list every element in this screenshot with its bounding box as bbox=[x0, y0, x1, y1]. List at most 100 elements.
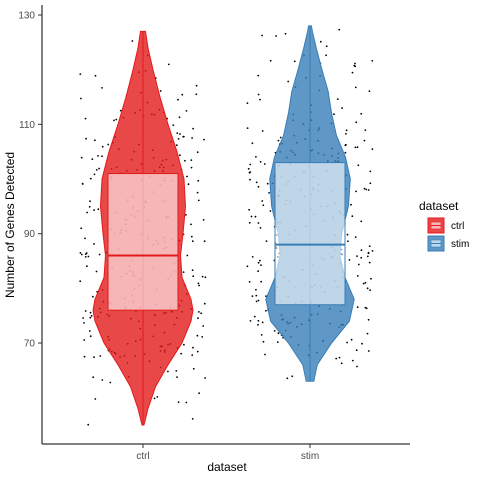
jitter-point bbox=[197, 317, 199, 320]
jitter-point bbox=[200, 312, 203, 315]
jitter-point bbox=[201, 275, 204, 278]
jitter-point bbox=[94, 74, 97, 77]
jitter-point bbox=[277, 139, 280, 142]
jitter-point bbox=[202, 325, 205, 327]
x-tick-label: stim bbox=[301, 451, 319, 462]
jitter-point bbox=[325, 45, 328, 48]
jitter-point bbox=[360, 249, 363, 252]
jitter-point bbox=[362, 282, 365, 285]
jitter-point bbox=[84, 256, 87, 258]
jitter-point bbox=[184, 159, 186, 162]
jitter-point bbox=[172, 124, 175, 126]
jitter-point bbox=[84, 310, 87, 312]
jitter-point bbox=[179, 133, 181, 135]
jitter-point bbox=[178, 116, 181, 119]
jitter-point bbox=[350, 338, 353, 341]
jitter-point bbox=[251, 256, 254, 258]
jitter-point bbox=[253, 315, 256, 318]
jitter-point bbox=[255, 181, 258, 184]
jitter-point bbox=[203, 138, 205, 141]
jitter-point bbox=[262, 340, 265, 343]
jitter-point bbox=[248, 208, 251, 211]
jitter-point bbox=[204, 377, 207, 379]
jitter-point bbox=[186, 254, 189, 257]
y-tick-label: 110 bbox=[19, 120, 35, 131]
jitter-point bbox=[369, 170, 372, 173]
jitter-point bbox=[113, 119, 115, 122]
jitter-point bbox=[338, 356, 341, 359]
jitter-point bbox=[89, 200, 91, 203]
jitter-point bbox=[81, 183, 84, 185]
jitter-point bbox=[191, 240, 194, 243]
jitter-point bbox=[93, 243, 95, 245]
jitter-point bbox=[251, 142, 254, 145]
legend: dataset ctrl stim bbox=[419, 199, 469, 252]
jitter-point bbox=[351, 71, 354, 74]
legend-label-ctrl: ctrl bbox=[451, 221, 464, 232]
jitter-point bbox=[357, 263, 360, 266]
jitter-point bbox=[190, 223, 192, 226]
jitter-point bbox=[186, 175, 188, 178]
jitter-point bbox=[293, 60, 296, 63]
jitter-point bbox=[249, 320, 252, 322]
jitter-point bbox=[260, 264, 262, 266]
jitter-point bbox=[197, 199, 200, 202]
jitter-point bbox=[86, 211, 88, 214]
jitter-point bbox=[371, 250, 374, 252]
jitter-point bbox=[167, 63, 170, 66]
x-axis-title: dataset bbox=[207, 460, 247, 474]
jitter-point bbox=[344, 144, 347, 147]
jitter-point bbox=[344, 151, 347, 154]
jitter-point bbox=[354, 62, 356, 65]
jitter-point bbox=[176, 132, 179, 135]
jitter-point bbox=[355, 349, 358, 352]
jitter-point bbox=[366, 287, 369, 290]
jitter-point bbox=[182, 271, 185, 273]
jitter-point bbox=[255, 300, 258, 303]
jitter-point bbox=[79, 73, 82, 75]
jitter-point bbox=[336, 98, 339, 100]
jitter-point bbox=[262, 204, 265, 207]
jitter-point bbox=[257, 261, 260, 264]
jitter-point bbox=[198, 311, 200, 313]
jitter-point bbox=[89, 335, 92, 338]
jitter-point bbox=[371, 60, 374, 62]
jitter-point bbox=[348, 259, 351, 261]
jitter-point bbox=[195, 84, 198, 87]
jitter-point bbox=[93, 173, 96, 176]
jitter-point bbox=[101, 379, 104, 381]
jitter-point bbox=[89, 316, 92, 319]
jitter-point bbox=[196, 191, 199, 194]
jitter-point bbox=[185, 214, 187, 216]
jitter-point bbox=[80, 227, 83, 230]
box-stim bbox=[274, 162, 346, 306]
y-tick-label: 70 bbox=[24, 339, 36, 350]
jitter-point bbox=[346, 341, 348, 344]
jitter-point bbox=[354, 236, 357, 239]
jitter-point bbox=[357, 164, 360, 167]
jitter-point bbox=[369, 289, 371, 291]
jitter-point bbox=[284, 32, 287, 35]
jitter-point bbox=[364, 129, 367, 132]
jitter-point bbox=[247, 167, 250, 170]
jitter-point bbox=[260, 334, 263, 336]
jitter-point bbox=[347, 240, 349, 243]
jitter-point bbox=[190, 166, 193, 169]
jitter-point bbox=[265, 309, 267, 312]
jitter-point bbox=[345, 129, 348, 132]
jitter-point bbox=[119, 109, 122, 112]
jitter-point bbox=[356, 275, 359, 277]
jitter-point bbox=[80, 156, 83, 159]
jitter-point bbox=[84, 237, 86, 240]
jitter-point bbox=[264, 353, 266, 356]
jitter-point bbox=[79, 280, 82, 283]
jitter-point bbox=[367, 252, 370, 255]
jitter-point bbox=[180, 352, 183, 355]
jitter-point bbox=[84, 117, 87, 120]
jitter-point bbox=[356, 306, 359, 309]
jitter-point bbox=[185, 401, 188, 404]
jitter-point bbox=[196, 350, 199, 353]
y-tick-label: 90 bbox=[24, 229, 36, 240]
jitter-point bbox=[257, 93, 260, 96]
jitter-point bbox=[80, 97, 82, 100]
